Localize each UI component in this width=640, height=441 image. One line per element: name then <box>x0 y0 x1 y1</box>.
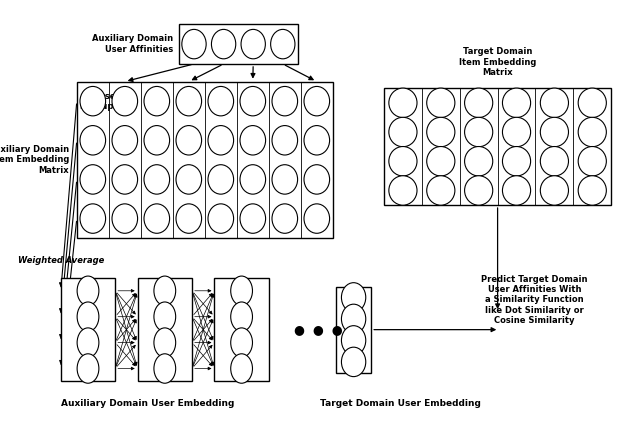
Ellipse shape <box>231 328 253 357</box>
Ellipse shape <box>231 276 253 306</box>
Ellipse shape <box>154 276 176 306</box>
Ellipse shape <box>427 117 455 147</box>
Ellipse shape <box>208 164 234 194</box>
Ellipse shape <box>502 117 531 147</box>
Ellipse shape <box>231 354 253 383</box>
Ellipse shape <box>502 176 531 205</box>
Ellipse shape <box>240 164 266 194</box>
Ellipse shape <box>176 126 202 155</box>
Text: Auxiliary Domain
Item Embedding
Matrix: Auxiliary Domain Item Embedding Matrix <box>0 145 69 175</box>
Ellipse shape <box>240 204 266 233</box>
Ellipse shape <box>540 88 568 118</box>
Ellipse shape <box>272 164 298 194</box>
Bar <box>179 24 298 64</box>
Ellipse shape <box>304 164 330 194</box>
Ellipse shape <box>342 304 366 334</box>
Ellipse shape <box>77 302 99 332</box>
Ellipse shape <box>144 86 170 116</box>
Ellipse shape <box>208 126 234 155</box>
Ellipse shape <box>389 88 417 118</box>
Ellipse shape <box>154 302 176 332</box>
Ellipse shape <box>389 176 417 205</box>
Ellipse shape <box>112 164 138 194</box>
Text: Target Domain
Item Embedding
Matrix: Target Domain Item Embedding Matrix <box>459 47 536 77</box>
Ellipse shape <box>80 86 106 116</box>
Ellipse shape <box>578 176 606 205</box>
Ellipse shape <box>342 283 366 312</box>
Bar <box>384 88 611 205</box>
Ellipse shape <box>231 302 253 332</box>
Text: Auxiliary Domain User Embedding: Auxiliary Domain User Embedding <box>61 399 234 408</box>
Ellipse shape <box>77 328 99 357</box>
Ellipse shape <box>144 164 170 194</box>
Ellipse shape <box>342 325 366 355</box>
Ellipse shape <box>80 204 106 233</box>
Ellipse shape <box>578 88 606 118</box>
Ellipse shape <box>578 117 606 147</box>
Ellipse shape <box>77 276 99 306</box>
Ellipse shape <box>540 117 568 147</box>
Ellipse shape <box>342 347 366 377</box>
Ellipse shape <box>154 354 176 383</box>
Bar <box>61 278 115 381</box>
Ellipse shape <box>272 204 298 233</box>
Ellipse shape <box>389 117 417 147</box>
Ellipse shape <box>154 328 176 357</box>
Ellipse shape <box>578 146 606 176</box>
Ellipse shape <box>502 88 531 118</box>
Text: ●  ●  ●: ● ● ● <box>294 323 342 336</box>
Ellipse shape <box>182 30 206 59</box>
Bar <box>77 82 333 238</box>
Ellipse shape <box>389 146 417 176</box>
Ellipse shape <box>144 126 170 155</box>
Ellipse shape <box>427 176 455 205</box>
Text: Auxiliary Domain
User Affinities: Auxiliary Domain User Affinities <box>92 34 173 54</box>
Ellipse shape <box>465 176 493 205</box>
Ellipse shape <box>465 117 493 147</box>
Ellipse shape <box>112 86 138 116</box>
Ellipse shape <box>272 126 298 155</box>
Ellipse shape <box>540 146 568 176</box>
Text: Weighted Average: Weighted Average <box>18 256 104 265</box>
Bar <box>336 287 371 373</box>
Text: Target Domain User Embedding: Target Domain User Embedding <box>320 399 481 408</box>
Ellipse shape <box>176 204 202 233</box>
Ellipse shape <box>540 176 568 205</box>
Ellipse shape <box>112 204 138 233</box>
Ellipse shape <box>112 126 138 155</box>
Ellipse shape <box>271 30 295 59</box>
Ellipse shape <box>208 204 234 233</box>
Ellipse shape <box>465 88 493 118</box>
Ellipse shape <box>80 126 106 155</box>
Ellipse shape <box>427 88 455 118</box>
Ellipse shape <box>211 30 236 59</box>
Ellipse shape <box>77 354 99 383</box>
Ellipse shape <box>176 164 202 194</box>
Bar <box>138 278 192 381</box>
Text: Sparse
Lookups: Sparse Lookups <box>79 92 119 111</box>
Ellipse shape <box>272 86 298 116</box>
Ellipse shape <box>144 204 170 233</box>
Ellipse shape <box>176 86 202 116</box>
Ellipse shape <box>502 146 531 176</box>
Ellipse shape <box>208 86 234 116</box>
Ellipse shape <box>427 146 455 176</box>
Ellipse shape <box>240 86 266 116</box>
Bar <box>214 278 269 381</box>
Ellipse shape <box>304 126 330 155</box>
Ellipse shape <box>304 204 330 233</box>
Ellipse shape <box>241 30 266 59</box>
Ellipse shape <box>304 86 330 116</box>
Text: Predict Target Domain
User Affinities With
a Similarity Function
like Dot Simila: Predict Target Domain User Affinities Wi… <box>481 275 588 325</box>
Ellipse shape <box>240 126 266 155</box>
Ellipse shape <box>465 146 493 176</box>
Ellipse shape <box>80 164 106 194</box>
